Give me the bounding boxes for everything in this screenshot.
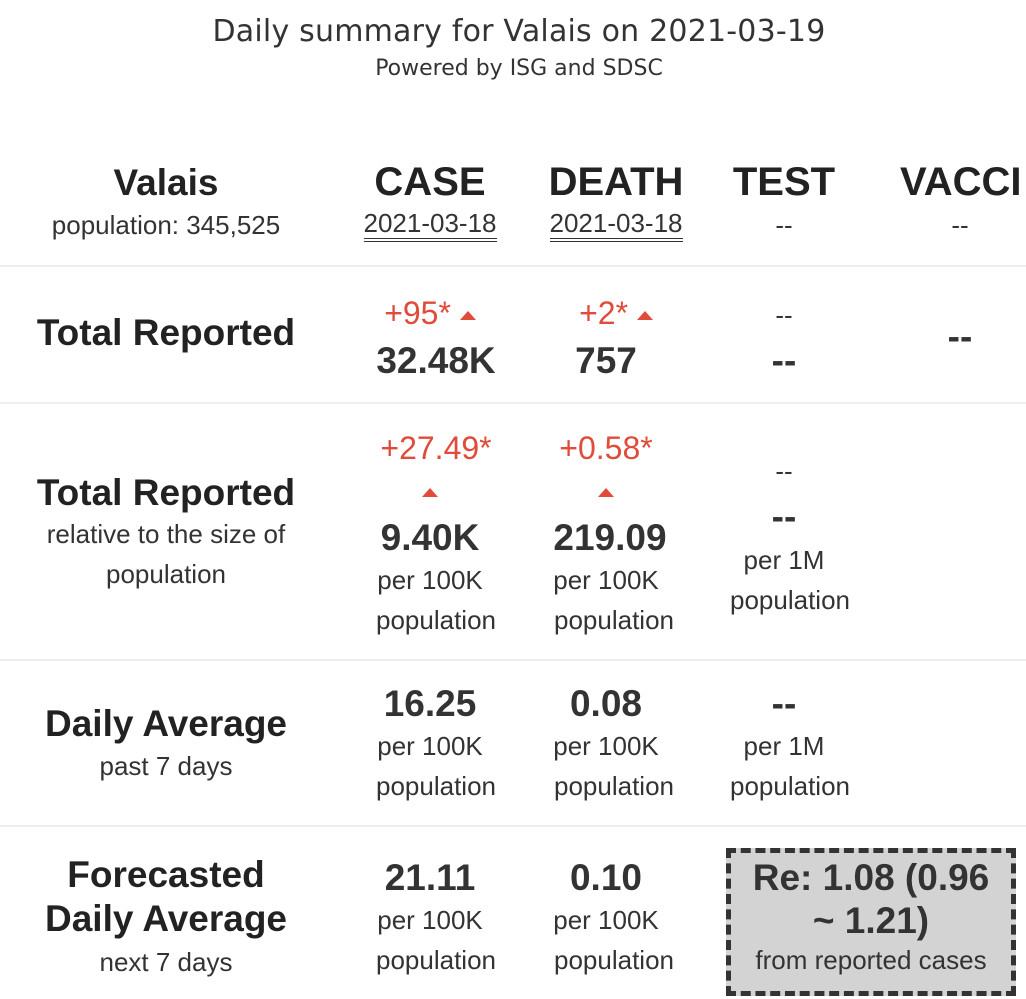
death-column-date[interactable]: 2021-03-18 [516,208,716,242]
test-column-header: TEST [732,160,836,204]
death-relative-value: 219.09 [553,517,667,558]
vaccine-column-date: -- [951,210,969,240]
case-total-change: +95* [340,295,520,332]
page-title: Daily summary for Valais on 2021-03-19 [212,14,826,49]
increase-arrow-icon [636,311,653,321]
row-daily-sub: past 7 days [99,751,233,781]
death-daily-unit1: per 100K [553,731,659,761]
page-subtitle: Powered by ISG and SDSC [375,56,663,81]
row-relative-sub1: relative to the size of [46,519,286,549]
re-estimate-line1: Re: 1.08 (0.96 [752,857,990,898]
vaccine-column-header: VACCI [900,160,1022,204]
row-divider [0,659,1026,661]
row-relative-sub2: population [106,559,226,589]
test-relative-unit2: population [730,585,850,615]
test-daily-unit2: population [730,771,850,801]
vaccine-total-value: -- [947,316,973,357]
death-total-value: 757 [575,340,637,381]
test-column-date: -- [775,210,793,240]
case-date-link[interactable]: 2021-03-18 [363,208,497,242]
case-total-value: 32.48K [376,340,496,381]
row-daily-label: Daily Average [45,703,287,744]
row-relative-label: Total Reported [36,472,296,513]
row-total-label: Total Reported [36,312,296,353]
case-relative-change: +27.49* [380,430,492,466]
death-column-header: DEATH [548,160,684,204]
increase-arrow-icon [598,488,614,498]
death-forecast-value: 0.10 [569,857,642,898]
test-relative-change: -- [775,456,793,486]
case-forecast-unit2: population [376,945,496,975]
death-relative-change: +0.58* [559,430,653,466]
row-divider [0,265,1026,267]
increase-arrow-icon [422,488,438,498]
row-divider [0,402,1026,404]
test-relative-value: -- [771,496,797,537]
test-daily-unit1: per 1M [743,731,825,761]
case-daily-unit2: population [376,771,496,801]
test-total-value: -- [771,340,797,381]
death-date-link[interactable]: 2021-03-18 [549,208,683,242]
re-estimate-box: Re: 1.08 (0.96 ~ 1.21) from reported cas… [726,848,1016,996]
re-estimate-source: from reported cases [755,945,987,975]
row-divider [0,825,1026,827]
death-relative-unit1: per 100K [553,565,659,595]
case-column-header: CASE [374,160,486,204]
death-forecast-unit2: population [554,945,674,975]
case-daily-value: 16.25 [383,683,477,724]
death-forecast-unit1: per 100K [553,905,659,935]
death-relative-arrow [506,484,706,502]
test-total-change: -- [775,300,793,330]
case-forecast-unit1: per 100K [377,905,483,935]
case-relative-unit1: per 100K [377,565,483,595]
death-daily-unit2: population [554,771,674,801]
case-forecast-value: 21.11 [384,857,476,898]
case-relative-arrow [340,484,520,502]
death-daily-value: 0.08 [569,683,642,724]
case-daily-unit1: per 100K [377,731,483,761]
death-total-change: +2* [516,295,716,332]
case-total-change-value: +95* [384,295,451,331]
death-total-change-value: +2* [579,295,629,331]
row-forecast-label1: Forecasted [67,854,265,895]
case-relative-unit2: population [376,605,496,635]
re-estimate-line2: ~ 1.21) [812,900,930,941]
row-forecast-sub: next 7 days [99,947,233,977]
case-column-date[interactable]: 2021-03-18 [340,208,520,242]
region-population: population: 345,525 [51,210,281,240]
test-daily-value: -- [771,683,797,724]
region-name: Valais [113,162,219,203]
row-forecast-label2: Daily Average [45,898,287,939]
death-relative-unit2: population [554,605,674,635]
case-relative-value: 9.40K [380,517,480,558]
increase-arrow-icon [459,311,476,321]
test-relative-unit1: per 1M [743,545,825,575]
